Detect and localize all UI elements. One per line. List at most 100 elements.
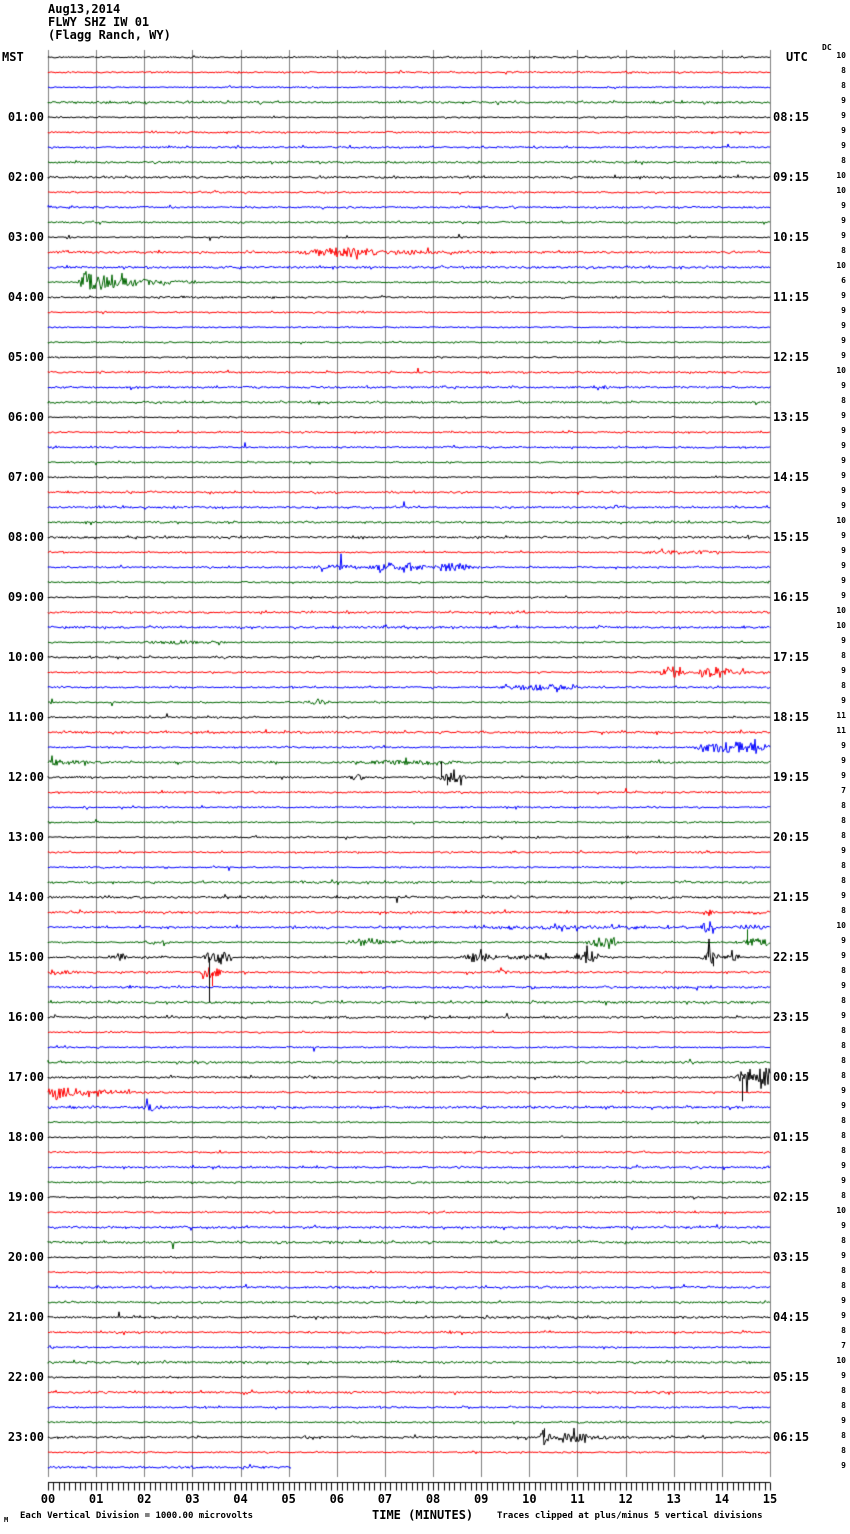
mst-hour-label: 16:00 [7, 1009, 44, 1024]
dc-value: 8 [841, 831, 846, 841]
x-axis-title: TIME (MINUTES) [372, 1508, 474, 1522]
minute-label: 01 [88, 1492, 104, 1506]
minute-label: 03 [185, 1492, 200, 1506]
mst-hour-label: 11:00 [7, 709, 44, 724]
mst-hour-label: 01:00 [7, 109, 44, 124]
dc-value: 11 [836, 711, 846, 721]
dc-value: 8 [841, 1191, 846, 1201]
dc-value: 9 [841, 1086, 846, 1096]
dc-value: 8 [841, 1071, 846, 1081]
dc-value: 8 [841, 1116, 846, 1126]
dc-value: 8 [841, 81, 846, 91]
dc-value: 9 [841, 201, 846, 211]
left-axis-title: MST [2, 50, 24, 64]
mst-hour-label: 21:00 [7, 1309, 44, 1324]
dc-value: 8 [841, 1431, 846, 1441]
dc-value: 9 [841, 561, 846, 571]
utc-hour-label: 23:15 [773, 1009, 810, 1024]
dc-value: 10 [836, 366, 846, 376]
mst-hour-label: 23:00 [7, 1429, 44, 1444]
dc-value: 9 [841, 741, 846, 751]
mst-hour-label: 15:00 [7, 949, 44, 964]
utc-hour-label: 04:15 [773, 1309, 810, 1324]
utc-hour-label: 10:15 [773, 229, 810, 244]
utc-hour-label: 02:15 [773, 1189, 810, 1204]
dc-value: 10 [836, 621, 846, 631]
dc-value: 9 [841, 321, 846, 331]
dc-value: 8 [841, 246, 846, 256]
utc-hour-label: 20:15 [773, 829, 810, 844]
dc-value: 9 [841, 441, 846, 451]
right-axis-title: UTC [786, 50, 808, 64]
dc-value: 8 [841, 1131, 846, 1141]
minute-label: 06 [329, 1492, 345, 1506]
mst-hour-label: 07:00 [7, 469, 44, 484]
dc-value: 9 [841, 1221, 846, 1231]
mst-hour-label: 03:00 [7, 229, 44, 244]
dc-value: 9 [841, 891, 846, 901]
utc-hour-label: 18:15 [773, 709, 810, 724]
dc-value: 8 [841, 1266, 846, 1276]
dc-value: 9 [841, 981, 846, 991]
dc-value: 9 [841, 111, 846, 121]
minute-label: 00 [40, 1492, 56, 1506]
dc-value: 8 [841, 1026, 846, 1036]
minute-label: 04 [233, 1492, 248, 1506]
dc-value: 8 [841, 1446, 846, 1456]
dc-value: 10 [836, 1206, 846, 1216]
dc-value: 6 [841, 276, 846, 286]
utc-hour-label: 17:15 [773, 649, 810, 664]
minute-label: 09 [473, 1492, 489, 1506]
dc-value: 9 [841, 951, 846, 961]
dc-value: 9 [841, 141, 846, 151]
dc-value: 9 [841, 501, 846, 511]
dc-value: 9 [841, 756, 846, 766]
dc-value: 9 [841, 336, 846, 346]
dc-value: 9 [841, 126, 846, 136]
minute-label: 02 [137, 1492, 152, 1506]
dc-value: 8 [841, 801, 846, 811]
utc-hour-label: 13:15 [773, 409, 810, 424]
dc-value: 9 [841, 96, 846, 106]
dc-value: 9 [841, 216, 846, 226]
dc-value: 9 [841, 306, 846, 316]
mst-hour-label: 17:00 [7, 1069, 44, 1084]
dc-value: 8 [841, 906, 846, 916]
minute-label: 07 [377, 1492, 393, 1506]
mst-hour-label: 14:00 [7, 889, 44, 904]
header-station: FLWY SHZ IW 01 [48, 15, 150, 29]
dc-value: 8 [841, 1146, 846, 1156]
dc-value: 8 [841, 396, 846, 406]
dc-value: 9 [841, 1296, 846, 1306]
utc-hour-label: 19:15 [773, 769, 810, 784]
dc-value: 8 [841, 1386, 846, 1396]
dc-value: 8 [841, 996, 846, 1006]
dc-value: 7 [841, 786, 846, 796]
dc-value: 9 [841, 1416, 846, 1426]
dc-value: 9 [841, 1251, 846, 1261]
dc-value: 8 [841, 156, 846, 166]
utc-hour-label: 09:15 [773, 169, 810, 184]
dc-value: 9 [841, 231, 846, 241]
utc-hour-label: 06:15 [773, 1429, 810, 1444]
dc-value: 9 [841, 1101, 846, 1111]
dc-value: 9 [841, 291, 846, 301]
dc-value: 9 [841, 771, 846, 781]
footer-clip-note: Traces clipped at plus/minus 5 vertical … [497, 1511, 763, 1521]
dc-value: 8 [841, 1401, 846, 1411]
utc-hour-label: 21:15 [773, 889, 810, 904]
dc-value: 10 [836, 51, 846, 61]
dc-value: 9 [841, 486, 846, 496]
dc-value: 8 [841, 876, 846, 886]
dc-value: 10 [836, 171, 846, 181]
dc-value: 9 [841, 1371, 846, 1381]
utc-hour-label: 12:15 [773, 349, 810, 364]
dc-column-title: DC [822, 43, 832, 52]
dc-value: 9 [841, 591, 846, 601]
dc-value: 9 [841, 1311, 846, 1321]
mst-hour-label: 05:00 [7, 349, 44, 364]
dc-value: 11 [836, 726, 846, 736]
footer-scale-note: Each Vertical Division = 1000.00 microvo… [20, 1511, 253, 1521]
dc-value: 10 [836, 186, 846, 196]
